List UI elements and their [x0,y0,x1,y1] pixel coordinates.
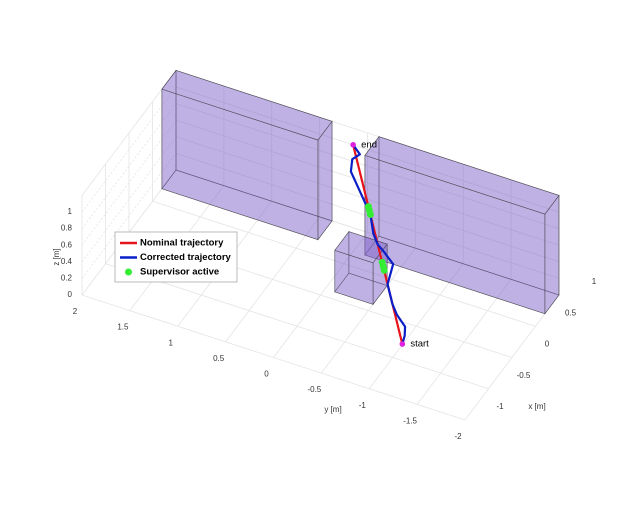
x-tick-label: 0.5 [565,308,577,317]
obstacle-face [317,120,333,241]
grid-line [321,247,416,374]
y-tick-label: 0.5 [213,354,225,363]
legend: Nominal trajectory Corrected trajectory Su… [114,231,238,283]
z-tick-label: 0.4 [61,257,73,266]
grid-line [464,294,560,421]
supervisor-point [364,203,372,211]
grid-line [175,103,560,229]
z-tick-label: 0.8 [61,224,73,233]
y-tick-label: 1 [169,338,174,347]
y-tick-label: 1.5 [117,323,129,332]
endpoint-marker [399,341,406,347]
x-tick-label: 0 [545,340,550,349]
endpoint-label: start [410,339,429,350]
obstacle-face [161,70,333,141]
endpoint-label: end [361,139,377,150]
grid-line [368,263,464,389]
legend-label: Corrected trajectory [140,252,232,263]
x-axis-label: x [m] [528,402,545,411]
z-axis-label: z [m] [52,248,61,265]
legend-label: Nominal trajectory [140,238,224,249]
grid-line [225,216,320,343]
x-tick-label: -1 [496,402,504,411]
x-tick-label: 1 [592,277,597,286]
grid-line [175,86,560,213]
z-tick-label: 1 [68,207,73,216]
trajectory-line [349,144,407,345]
plot-area: start end [161,69,560,350]
y-tick-label: -0.5 [307,385,321,394]
y-tick-label: -2 [454,432,462,441]
obstacle-face [544,194,560,315]
x-tick-label: -0.5 [517,371,531,380]
grid-line [175,119,560,246]
z-tick-label: 0.2 [61,274,73,283]
z-tick-label: 0 [68,290,73,299]
y-tick-label: 2 [73,307,78,316]
axes-box [81,70,177,196]
z-tick-label: 0.6 [61,240,73,249]
supervisor-point [378,258,386,266]
legend-swatch [125,268,132,276]
y-tick-label: -1.5 [403,416,417,425]
grid-line [273,232,368,358]
y-axis-label: y [m] [324,405,341,414]
endpoint-marker [350,142,356,148]
obstacle-face [364,136,560,215]
grid-line [416,279,512,405]
y-tick-label: 0 [264,370,269,379]
y-tick-label: -1 [359,401,367,410]
legend-label: Supervisor active [140,267,219,278]
